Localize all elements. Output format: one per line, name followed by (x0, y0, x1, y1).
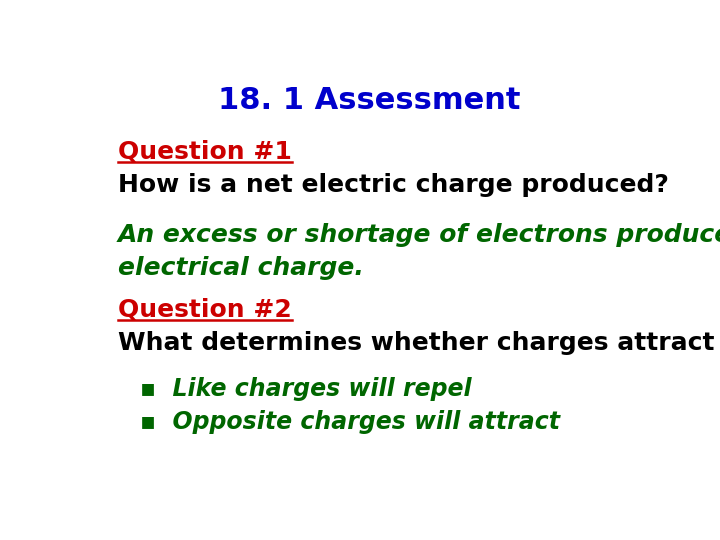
Text: ▪  Like charges will repel: ▪ Like charges will repel (140, 377, 472, 401)
Text: Question #1: Question #1 (118, 140, 292, 164)
Text: Question #2: Question #2 (118, 298, 292, 322)
Text: How is a net electric charge produced?: How is a net electric charge produced? (118, 173, 669, 197)
Text: ▪  Opposite charges will attract: ▪ Opposite charges will attract (140, 410, 560, 434)
Text: What determines whether charges attract or repel?: What determines whether charges attract … (118, 331, 720, 355)
Text: 18. 1 Assessment: 18. 1 Assessment (217, 85, 521, 114)
Text: electrical charge.: electrical charge. (118, 256, 364, 280)
Text: An excess or shortage of electrons produces a net: An excess or shortage of electrons produ… (118, 223, 720, 247)
